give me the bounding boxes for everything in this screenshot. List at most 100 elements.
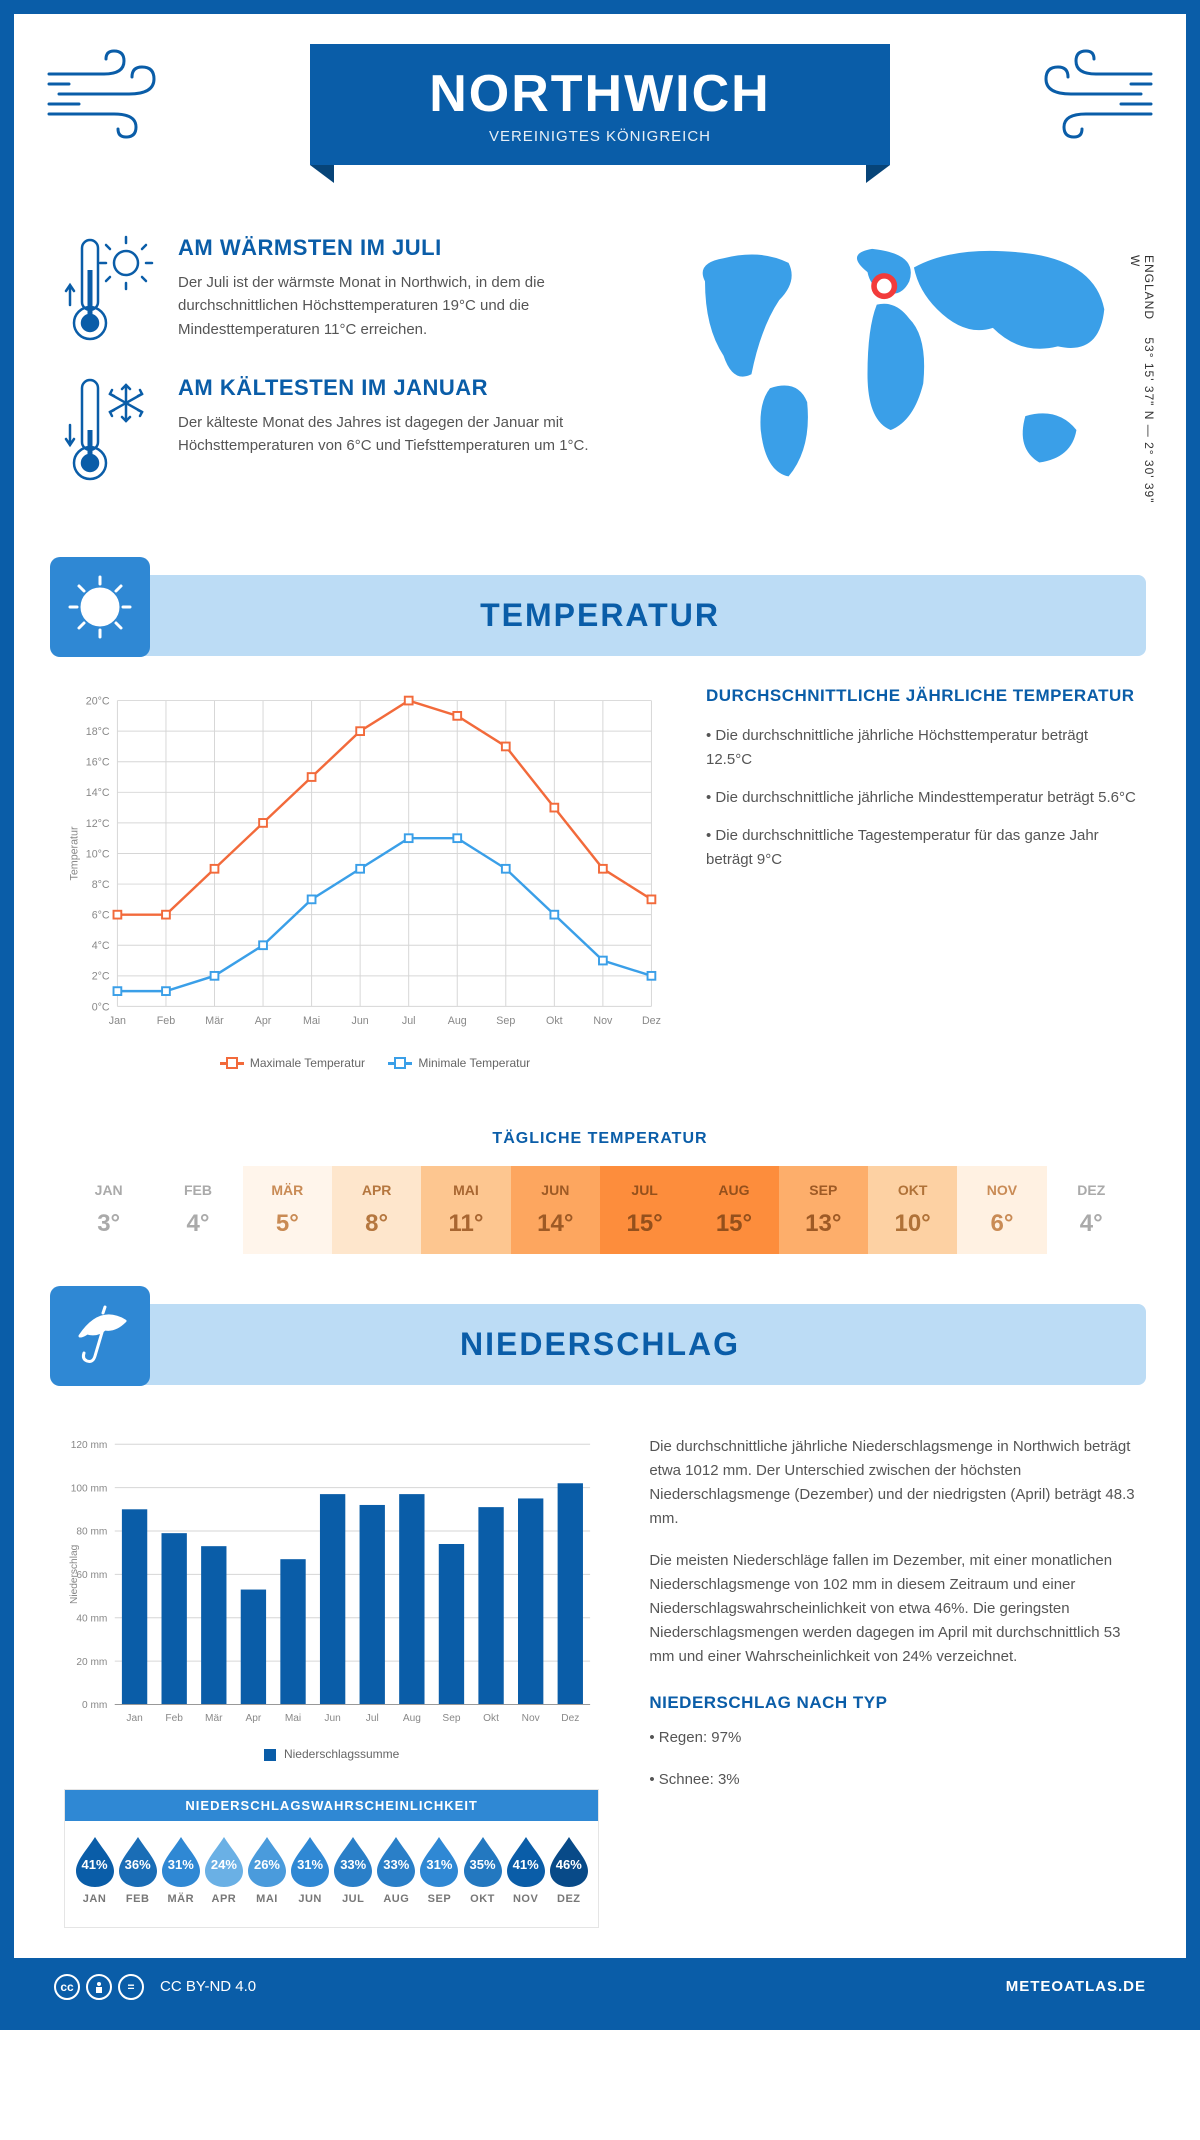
svg-text:Mai: Mai bbox=[303, 1015, 320, 1027]
svg-text:16°C: 16°C bbox=[86, 757, 110, 769]
thermometer-sun-icon bbox=[64, 235, 154, 345]
thermometer-snow-icon bbox=[64, 375, 154, 485]
brand-name: METEOATLAS.DE bbox=[1006, 1978, 1146, 1995]
daily-temp-cell: FEB4° bbox=[153, 1166, 242, 1254]
svg-text:Sep: Sep bbox=[496, 1015, 515, 1027]
probability-drop: 31%MÄR bbox=[159, 1835, 202, 1905]
precipitation-text: Die durchschnittliche jährliche Niedersc… bbox=[649, 1435, 1136, 1928]
fact-text: Der kälteste Monat des Jahres ist dagege… bbox=[178, 411, 605, 458]
probability-drop: 33%JUL bbox=[332, 1835, 375, 1905]
section-title: NIEDERSCHLAG bbox=[54, 1326, 1146, 1363]
svg-text:12°C: 12°C bbox=[86, 818, 110, 830]
probability-drop: 24%APR bbox=[202, 1835, 245, 1905]
svg-text:40 mm: 40 mm bbox=[76, 1613, 107, 1624]
footer: cc = CC BY-ND 4.0 METEOATLAS.DE bbox=[14, 1958, 1186, 2016]
svg-text:Mär: Mär bbox=[205, 1713, 223, 1724]
umbrella-icon bbox=[50, 1286, 150, 1386]
daily-temp-cell: MÄR5° bbox=[243, 1166, 332, 1254]
world-map-icon bbox=[645, 235, 1136, 495]
summary-bullet: • Die durchschnittliche jährliche Mindes… bbox=[706, 786, 1136, 810]
daily-temp-cell: MAI11° bbox=[421, 1166, 510, 1254]
precip-type-title: NIEDERSCHLAG NACH TYP bbox=[649, 1689, 1136, 1716]
svg-text:Sep: Sep bbox=[442, 1713, 460, 1724]
svg-text:Jan: Jan bbox=[109, 1015, 126, 1027]
svg-text:2°C: 2°C bbox=[92, 971, 110, 983]
precip-type-bullet: • Regen: 97% bbox=[649, 1726, 1136, 1750]
svg-text:Niederschlag: Niederschlag bbox=[69, 1544, 80, 1603]
cc-icon: cc bbox=[54, 1974, 80, 2000]
probability-drop: 33%AUG bbox=[375, 1835, 418, 1905]
svg-text:Mai: Mai bbox=[285, 1713, 301, 1724]
city-name: NORTHWICH bbox=[390, 64, 810, 124]
svg-text:80 mm: 80 mm bbox=[76, 1526, 107, 1537]
probability-drop: 31%JUN bbox=[289, 1835, 332, 1905]
svg-text:Jan: Jan bbox=[126, 1713, 142, 1724]
precipitation-probability-panel: NIEDERSCHLAGSWAHRSCHEINLICHKEIT 41%JAN36… bbox=[64, 1789, 599, 1928]
temperature-line-chart: 0°C2°C4°C6°C8°C10°C12°C14°C16°C18°C20°CJ… bbox=[64, 686, 666, 1070]
sun-icon bbox=[50, 557, 150, 657]
temperature-section-header: TEMPERATUR bbox=[54, 575, 1146, 656]
daily-temp-cell: JUL15° bbox=[600, 1166, 689, 1254]
summary-title: DURCHSCHNITTLICHE JÄHRLICHE TEMPERATUR bbox=[706, 686, 1136, 706]
coldest-fact: AM KÄLTESTEN IM JANUAR Der kälteste Mona… bbox=[64, 375, 605, 485]
warmest-fact: AM WÄRMSTEN IM JULI Der Juli ist der wär… bbox=[64, 235, 605, 345]
daily-temp-cell: SEP13° bbox=[779, 1166, 868, 1254]
svg-text:Jun: Jun bbox=[324, 1713, 340, 1724]
precipitation-section-header: NIEDERSCHLAG bbox=[54, 1304, 1146, 1385]
precip-paragraph: Die meisten Niederschläge fallen im Deze… bbox=[649, 1549, 1136, 1669]
svg-text:120 mm: 120 mm bbox=[71, 1439, 108, 1450]
coordinates: ENGLAND 53° 15' 37" N — 2° 30' 39" W bbox=[1128, 255, 1156, 515]
precip-type-bullet: • Schnee: 3% bbox=[649, 1768, 1136, 1792]
nd-icon: = bbox=[118, 1974, 144, 2000]
wind-icon bbox=[44, 49, 174, 139]
svg-text:Aug: Aug bbox=[448, 1015, 467, 1027]
svg-text:Apr: Apr bbox=[255, 1015, 272, 1027]
svg-text:Feb: Feb bbox=[157, 1015, 175, 1027]
daily-temp-cell: AUG15° bbox=[689, 1166, 778, 1254]
title-ribbon: NORTHWICH VEREINIGTES KÖNIGREICH bbox=[310, 44, 890, 165]
svg-text:4°C: 4°C bbox=[92, 940, 110, 952]
svg-text:8°C: 8°C bbox=[92, 879, 110, 891]
svg-text:Apr: Apr bbox=[246, 1713, 262, 1724]
temperature-summary: DURCHSCHNITTLICHE JÄHRLICHE TEMPERATUR •… bbox=[706, 686, 1136, 1070]
daily-temp-cell: DEZ4° bbox=[1047, 1166, 1136, 1254]
svg-text:Aug: Aug bbox=[403, 1713, 421, 1724]
probability-drop: 36%FEB bbox=[116, 1835, 159, 1905]
svg-text:Dez: Dez bbox=[642, 1015, 661, 1027]
precipitation-bar-chart: 0 mm 20 mm 40 mm 60 mm 80 mm 100 mm 120 mm Nied… bbox=[64, 1435, 599, 1730]
svg-text:20°C: 20°C bbox=[86, 695, 110, 707]
svg-text:14°C: 14°C bbox=[86, 787, 110, 799]
fact-title: AM KÄLTESTEN IM JANUAR bbox=[178, 375, 605, 401]
svg-text:18°C: 18°C bbox=[86, 726, 110, 738]
daily-temp-cell: NOV6° bbox=[957, 1166, 1046, 1254]
probability-drop: 26%MAI bbox=[245, 1835, 288, 1905]
precip-paragraph: Die durchschnittliche jährliche Niedersc… bbox=[649, 1435, 1136, 1531]
svg-text:0 mm: 0 mm bbox=[82, 1700, 107, 1711]
svg-text:Temperatur: Temperatur bbox=[69, 826, 81, 880]
svg-text:Dez: Dez bbox=[561, 1713, 579, 1724]
section-title: TEMPERATUR bbox=[54, 597, 1146, 634]
wind-icon bbox=[1026, 49, 1156, 139]
header: NORTHWICH VEREINIGTES KÖNIGREICH bbox=[14, 14, 1186, 205]
svg-text:Nov: Nov bbox=[522, 1713, 541, 1724]
probability-drop: 31%SEP bbox=[418, 1835, 461, 1905]
svg-text:0°C: 0°C bbox=[92, 1001, 110, 1013]
daily-temp-heatmap: JAN3°FEB4°MÄR5°APR8°MAI11°JUN14°JUL15°AU… bbox=[64, 1166, 1136, 1254]
summary-bullet: • Die durchschnittliche Tagestemperatur … bbox=[706, 824, 1136, 872]
fact-text: Der Juli ist der wärmste Monat in Northw… bbox=[178, 271, 605, 341]
svg-text:100 mm: 100 mm bbox=[71, 1483, 108, 1494]
probability-drop: 41%NOV bbox=[504, 1835, 547, 1905]
by-icon bbox=[86, 1974, 112, 2000]
svg-text:60 mm: 60 mm bbox=[76, 1570, 107, 1581]
svg-text:20 mm: 20 mm bbox=[76, 1656, 107, 1667]
chart-legend: Niederschlagssumme bbox=[64, 1747, 599, 1761]
svg-text:Mär: Mär bbox=[205, 1015, 224, 1027]
daily-temp-title: TÄGLICHE TEMPERATUR bbox=[14, 1130, 1186, 1148]
svg-text:Feb: Feb bbox=[165, 1713, 183, 1724]
fact-title: AM WÄRMSTEN IM JULI bbox=[178, 235, 605, 261]
svg-text:Jul: Jul bbox=[366, 1713, 379, 1724]
svg-text:Okt: Okt bbox=[483, 1713, 499, 1724]
license-text: CC BY-ND 4.0 bbox=[160, 1978, 256, 1995]
svg-text:Jun: Jun bbox=[352, 1015, 369, 1027]
summary-bullet: • Die durchschnittliche jährliche Höchst… bbox=[706, 724, 1136, 772]
